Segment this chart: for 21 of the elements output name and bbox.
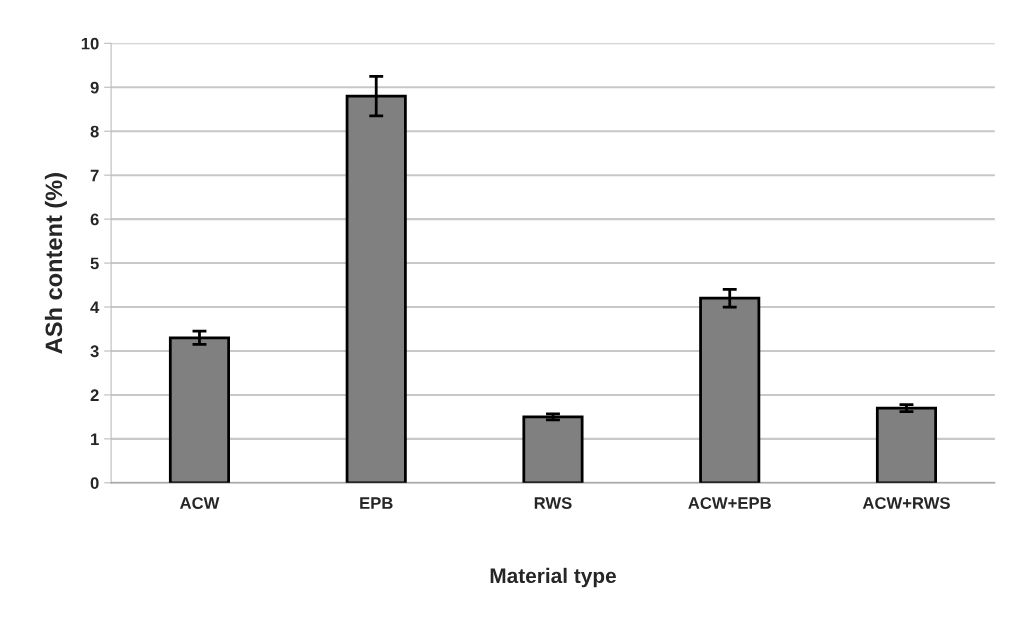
y-tick-label: 0: [90, 477, 99, 490]
y-tick-label: 2: [90, 389, 99, 401]
x-tick-label: EPB: [360, 497, 393, 509]
x-tick-label: ACW+EPB: [688, 497, 771, 509]
y-tick-label: 9: [90, 81, 99, 94]
bar: [168, 336, 231, 483]
y-tick-label: 3: [90, 345, 99, 358]
x-tick-label: RWS: [534, 497, 572, 509]
y-tick-label: 10: [81, 37, 99, 50]
y-tick-label: 6: [90, 213, 99, 226]
x-tick-label: ACW+RWS: [862, 497, 950, 509]
bar: [522, 415, 584, 483]
y-axis-title: ASh content (%): [44, 173, 67, 354]
y-tick-label: 1: [91, 433, 99, 445]
y-tick-label: 8: [90, 125, 99, 138]
x-tick-label: ACW: [179, 497, 220, 509]
y-tick-label: 5: [90, 257, 99, 270]
y-tick-label: 4: [90, 301, 100, 314]
x-axis-title: Material type: [490, 567, 616, 588]
y-tick-label: 7: [90, 169, 99, 182]
bar: [875, 406, 938, 483]
